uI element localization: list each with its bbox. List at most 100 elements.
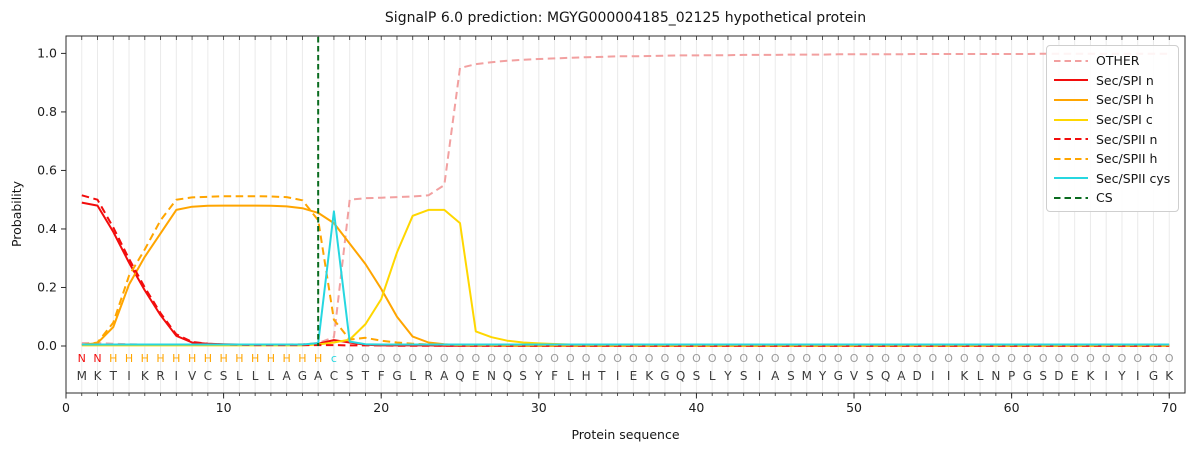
sequence-letter: L [268, 369, 275, 383]
region-label: H [283, 352, 291, 365]
region-label: O [739, 352, 748, 365]
region-label: N [78, 352, 86, 365]
sequence-letter: E [1071, 369, 1079, 383]
y-tick-label: 0.6 [37, 163, 57, 178]
legend-label: Sec/SPI n [1096, 72, 1154, 88]
series-sec-spi-n [81, 201, 1170, 347]
legend-label: CS [1096, 190, 1113, 206]
y-tick-label: 0.0 [37, 338, 57, 353]
sequence-letter: Y [818, 369, 827, 383]
region-label: O [897, 352, 906, 365]
sequence-letter: Q [455, 369, 464, 383]
series-sec-spii-cys [81, 210, 1170, 346]
sequence-letter: A [897, 369, 906, 383]
sequence-letter: N [487, 369, 496, 383]
sequence-letter: G [392, 369, 401, 383]
x-tick-label: 0 [62, 400, 70, 415]
region-label: N [93, 352, 101, 365]
sequence-letter: L [709, 369, 716, 383]
sequence-letter: A [314, 369, 323, 383]
region-label: O [456, 352, 465, 365]
sequence-letter: C [204, 369, 212, 383]
series-sec-spi-h [81, 204, 1170, 347]
x-tick-label: 70 [1161, 400, 1177, 415]
region-label: O [865, 352, 874, 365]
legend-item: Sec/SPII n [1054, 129, 1178, 149]
region-label: O [708, 352, 717, 365]
region-label: O [1149, 352, 1158, 365]
sequence-letter: M [77, 369, 87, 383]
legend-line-sample [1054, 118, 1088, 121]
legend-line-sample [1054, 177, 1088, 180]
region-label: O [1007, 352, 1016, 365]
sequence-letter: K [141, 369, 150, 383]
legend-line-sample [1054, 59, 1088, 62]
series-sec-spii-n [81, 194, 1170, 347]
series-sec-spii-h [81, 195, 1170, 347]
series-other [81, 52, 1170, 346]
x-tick-label: 20 [373, 400, 389, 415]
sequence-letter: S [346, 369, 354, 383]
region-label: O [1055, 352, 1064, 365]
y-tick-label: 0.2 [37, 280, 57, 295]
region-label: O [1102, 352, 1111, 365]
region-label: O [1165, 352, 1174, 365]
region-label: H [156, 352, 164, 365]
sequence-letter: K [1165, 369, 1174, 383]
legend-item: Sec/SPII h [1054, 149, 1178, 169]
legend-label: Sec/SPII cys [1096, 170, 1171, 186]
region-label: O [550, 352, 559, 365]
region-label: O [361, 352, 370, 365]
region-label: O [471, 352, 480, 365]
sequence-letter: M [802, 369, 812, 383]
sequence-letter: I [616, 369, 620, 383]
legend-line-sample [1054, 79, 1088, 82]
sequence-letter: C [330, 369, 338, 383]
sequence-letter: H [582, 369, 591, 383]
x-tick-label: 50 [846, 400, 862, 415]
sequence-letter: P [1008, 369, 1015, 383]
sequence-letter: S [693, 369, 701, 383]
region-label: O [881, 352, 890, 365]
sequence-letter: L [567, 369, 574, 383]
region-label: O [692, 352, 701, 365]
legend-item: CS [1054, 188, 1178, 208]
sequence-letter: E [472, 369, 480, 383]
region-label: O [960, 352, 969, 365]
region-label: O [661, 352, 670, 365]
chart-title: SignalP 6.0 prediction: MGYG000004185_02… [384, 10, 867, 26]
legend-line-sample [1054, 196, 1088, 199]
region-label: O [377, 352, 386, 365]
sequence-letter: Y [534, 369, 543, 383]
sequence-letter: A [771, 369, 780, 383]
region-label: O [519, 352, 528, 365]
sequence-letter: R [424, 369, 432, 383]
region-label: O [582, 352, 591, 365]
sequence-letter: I [931, 369, 935, 383]
y-tick-label: 1.0 [37, 46, 57, 61]
legend-label: Sec/SPII h [1096, 151, 1158, 167]
sequence-letter: L [977, 369, 984, 383]
sequence-letter: G [834, 369, 843, 383]
sequence-letter: S [787, 369, 795, 383]
sequence-letter: I [1136, 369, 1140, 383]
sequence-letter: F [551, 369, 558, 383]
sequence-letter: L [252, 369, 259, 383]
sequence-letter: T [597, 369, 606, 383]
y-tick-label: 0.4 [37, 221, 57, 236]
region-label: H [314, 352, 322, 365]
region-label: H [125, 352, 133, 365]
region-label: c [331, 352, 337, 365]
region-label: O [724, 352, 733, 365]
legend-label: Sec/SPI h [1096, 92, 1154, 108]
sequence-letter: N [991, 369, 1000, 383]
legend-line-sample [1054, 98, 1088, 101]
sequence-letter: Q [503, 369, 512, 383]
region-label: H [251, 352, 259, 365]
plot-border [65, 35, 1186, 394]
region-label: H [235, 352, 243, 365]
region-label: O [566, 352, 575, 365]
region-label: O [645, 352, 654, 365]
